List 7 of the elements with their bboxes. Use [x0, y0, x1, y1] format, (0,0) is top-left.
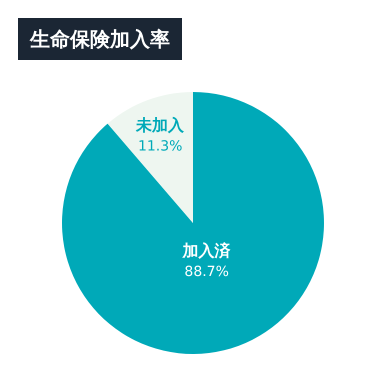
- slice-label: 未加入: [135, 116, 186, 135]
- data-label: 88.7%: [184, 264, 229, 280]
- data-label: 11.3%: [138, 138, 182, 155]
- slice-label: 加入済: [182, 240, 232, 260]
- chart-title: 生命保険加入率: [18, 18, 182, 60]
- pie-slice: [62, 92, 324, 354]
- pie-slice: [108, 92, 193, 223]
